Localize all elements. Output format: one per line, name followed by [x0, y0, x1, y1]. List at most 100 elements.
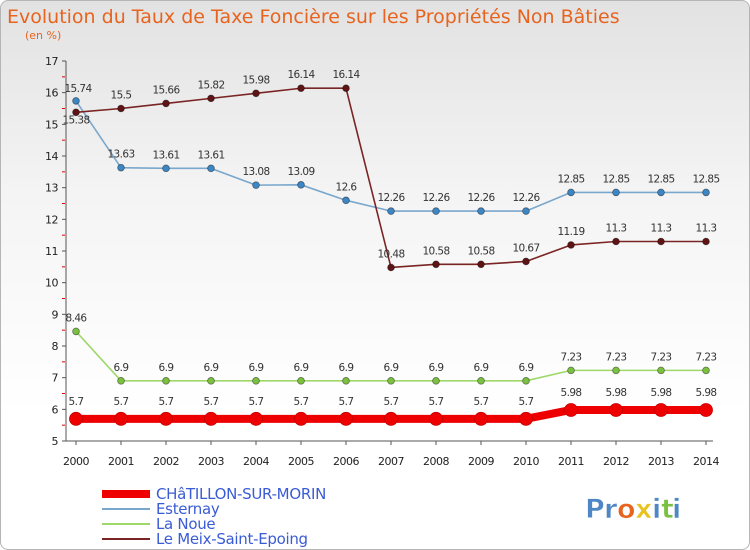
data-label: 7.23: [606, 351, 627, 363]
data-label: 5.7: [294, 396, 309, 408]
data-label: 10.58: [467, 245, 494, 257]
x-tick-label: 2012: [603, 455, 629, 468]
data-point: [387, 207, 395, 215]
data-point: [702, 188, 710, 197]
chart-subtitle: (en %): [25, 29, 61, 42]
y-tick-label: 13: [45, 182, 58, 195]
logo-letter: r: [604, 494, 618, 525]
data-point: [117, 163, 125, 172]
data-point: [384, 411, 398, 426]
data-label: 13.08: [242, 166, 269, 178]
data-point: [612, 366, 620, 375]
x-tick-label: 2013: [648, 455, 674, 468]
data-point: [252, 89, 260, 98]
logo-letter: i: [652, 494, 661, 525]
data-point: [117, 377, 125, 385]
data-label: 5.7: [519, 396, 534, 408]
data-label: 13.61: [197, 149, 224, 161]
data-point: [564, 403, 578, 417]
data-label: 15.5: [111, 90, 132, 102]
axes: 5 6 7 8 9 10 11 12 13 14 15 16 17 2000 2001 2002 2003 200…: [45, 55, 720, 468]
data-label: 12.85: [602, 173, 629, 185]
data-point: [72, 97, 80, 105]
data-label: 15.98: [242, 74, 269, 86]
data-point: [252, 377, 260, 385]
data-point: [249, 411, 263, 426]
x-tick-label: 2006: [333, 455, 359, 468]
data-label: 6.9: [204, 362, 219, 374]
y-tick-label: 8: [52, 340, 59, 353]
data-label: 6.9: [474, 362, 489, 374]
data-point: [477, 260, 485, 269]
x-tick-label: 2000: [63, 455, 89, 468]
data-point: [114, 411, 128, 426]
x-tick-label: 2009: [468, 455, 494, 468]
data-label: 15.66: [152, 84, 180, 96]
data-labels: 5.7 5.7 5.7 5.7 5.7 5.7 5.7 5.7 5.7 5.7 5.7 5.98 5.9…: [62, 69, 720, 408]
data-label: 12.85: [692, 173, 719, 185]
y-tick-label: 11: [45, 245, 58, 258]
logo-letter: t: [661, 494, 674, 525]
legend-label: Esternay: [156, 500, 220, 518]
y-tick-label: 17: [45, 55, 58, 68]
data-label: 6.9: [429, 362, 444, 374]
logo-letter: P: [585, 494, 605, 525]
data-label: 11.3: [651, 223, 672, 235]
data-label: 10.48: [377, 248, 404, 260]
y-tick-label: 12: [45, 213, 58, 226]
data-label: 16.14: [332, 69, 360, 81]
x-tick-label: 2008: [423, 455, 449, 468]
data-point: [432, 260, 440, 269]
data-label: 11.3: [606, 223, 627, 235]
x-tick-label: 2011: [558, 455, 584, 468]
x-tick-label: 2003: [198, 455, 224, 468]
data-point: [432, 377, 440, 385]
logo-letter: x: [635, 494, 652, 525]
data-point: [702, 237, 710, 246]
data-label: 15.74: [64, 83, 92, 95]
y-tick-label: 9: [52, 308, 59, 321]
data-point: [69, 411, 83, 426]
data-point: [207, 164, 215, 173]
y-tick-label: 10: [45, 277, 58, 290]
data-point: [159, 411, 173, 426]
data-point: [654, 403, 668, 417]
data-point: [567, 366, 575, 375]
data-label: 5.98: [696, 387, 717, 399]
data-point: [477, 207, 485, 215]
data-point: [612, 237, 620, 246]
y-tick-label: 6: [52, 403, 59, 416]
data-point: [72, 108, 80, 117]
data-point: [522, 207, 530, 215]
data-label: 13.61: [152, 149, 179, 161]
data-label: 5.98: [651, 387, 672, 399]
data-label: 11.3: [696, 223, 717, 235]
data-point: [342, 377, 350, 385]
data-label: 10.67: [512, 242, 539, 254]
data-point: [72, 327, 80, 336]
data-label: 16.14: [287, 69, 315, 81]
data-point: [657, 237, 665, 246]
data-point: [657, 188, 665, 197]
data-point: [252, 181, 260, 189]
data-label: 5.7: [69, 396, 84, 408]
x-tick-label: 2005: [288, 455, 314, 468]
y-tick-label: 16: [45, 87, 58, 100]
data-point: [204, 411, 218, 426]
data-label: 6.9: [339, 362, 354, 374]
data-point: [522, 377, 530, 385]
data-point: [297, 377, 305, 385]
data-label: 6.9: [519, 362, 534, 374]
data-label: 5.7: [339, 396, 354, 408]
data-label: 6.9: [294, 362, 309, 374]
data-label: 12.85: [557, 173, 584, 185]
data-label: 15.38: [62, 114, 89, 126]
data-point: [117, 104, 125, 113]
logo-letter: o: [617, 494, 636, 525]
data-point: [657, 366, 665, 375]
data-label: 5.7: [249, 396, 264, 408]
data-label: 12.26: [377, 192, 405, 204]
y-tick-label: 5: [52, 435, 59, 448]
